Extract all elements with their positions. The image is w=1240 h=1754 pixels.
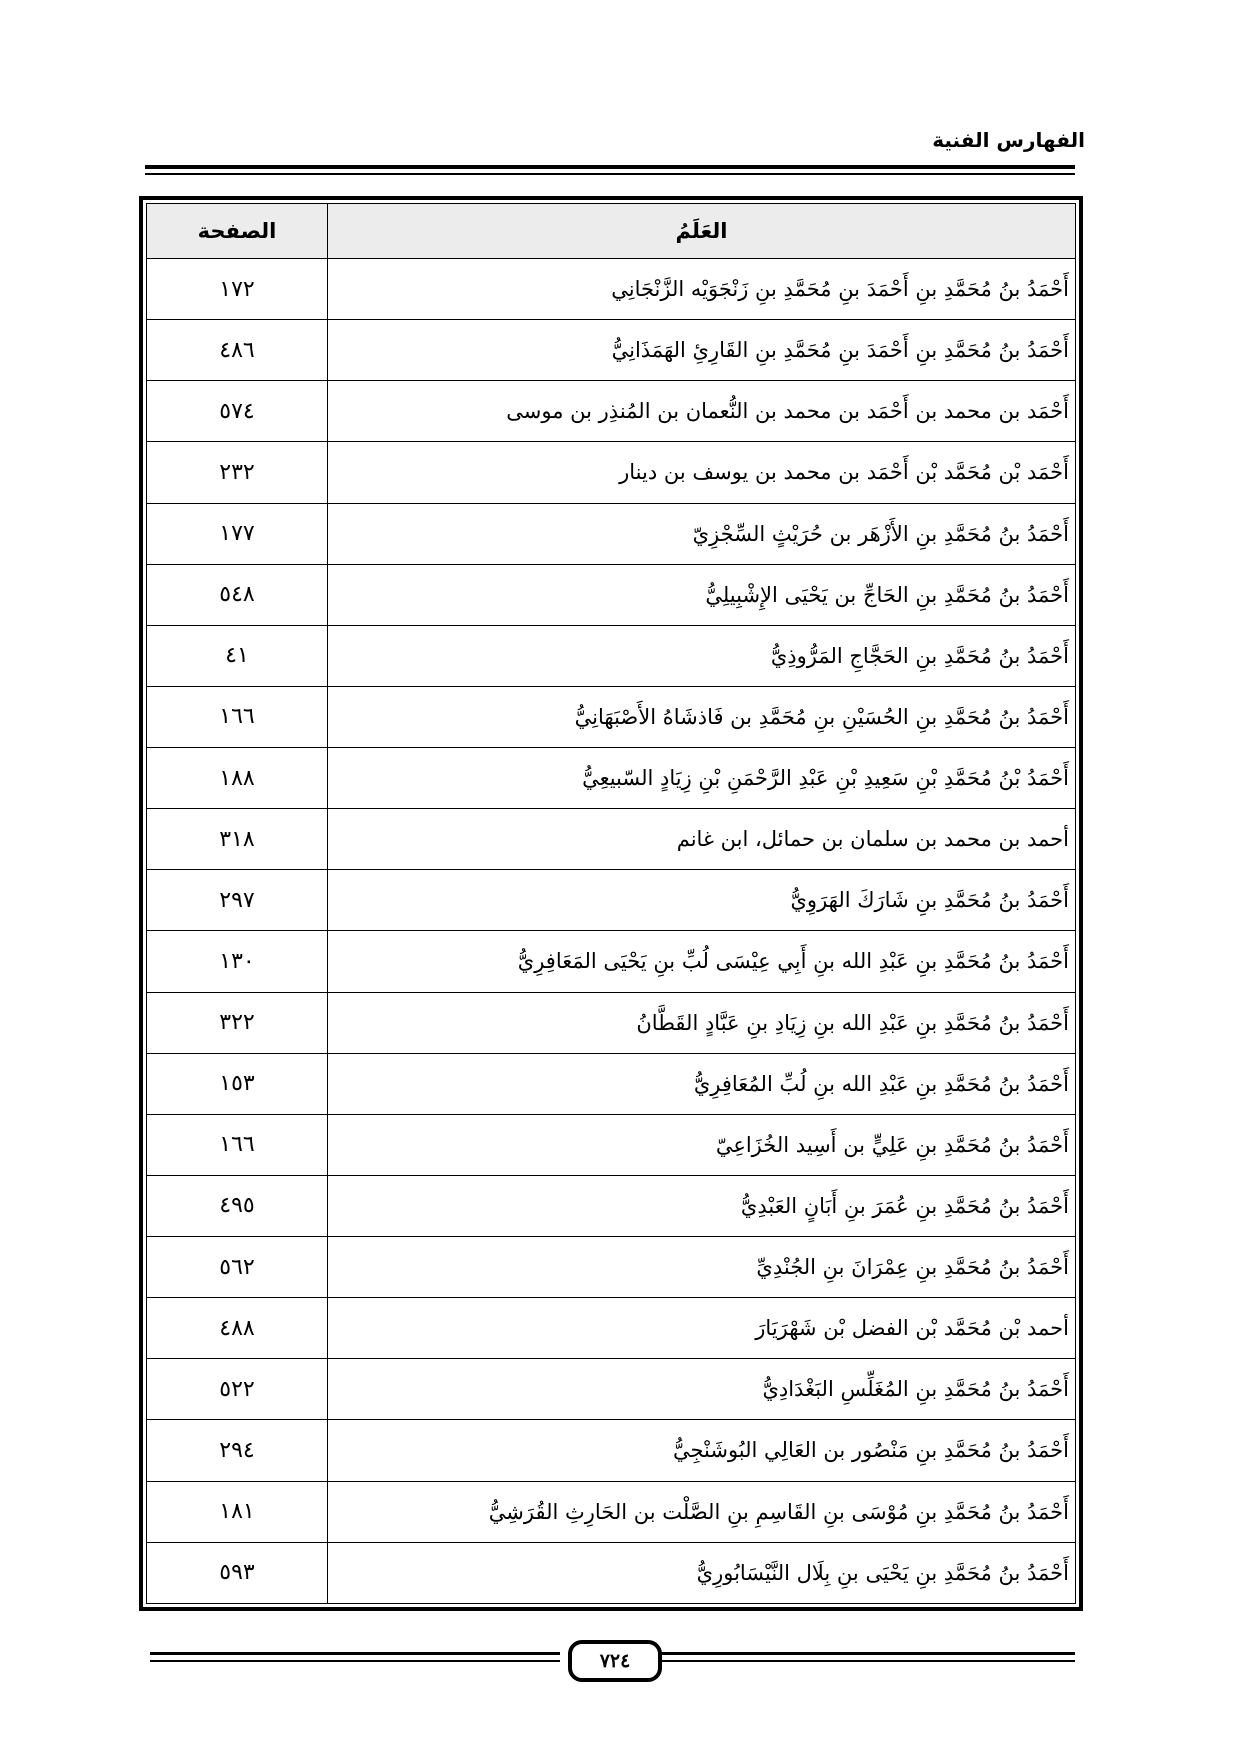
row-name: أَحْمَد بْن مُحَمَّد بْن أَحْمَد بن محمد… [327,441,1076,504]
footer-rule-left [150,1652,560,1662]
table-row: أَحْمَدُ بنُ مُحَمَّدِ بنِ عَبْدِ الله ب… [146,1052,1076,1115]
row-name: أَحْمَدُ بنُ مُحَمَّدِ بنِ المُغَلِّسِ ا… [327,1358,1076,1421]
table-row: أَحْمَدُ بنُ مُحَمَّدِ بنِ مَنْصُور بن ا… [146,1419,1076,1482]
row-page: ١٦٦ [146,1113,328,1176]
row-page: ٥٤٨ [146,563,328,626]
row-page: ١٥٣ [146,1052,328,1115]
table-row: أَحْمَدُ بنُ مُحَمَّدِ بنِ عَبْدِ الله ب… [146,930,1076,993]
row-page: ٤٨٦ [146,319,328,382]
table-row: أَحْمَدُ بنُ مُحَمَّدِ بنِ أَحْمَدَ بنِ … [146,257,1076,321]
row-page: ٤٨٨ [146,1297,328,1360]
table-row: أَحْمَدُ بنُ مُحَمَّدِ بنِ يَحْيَى بنِ ب… [146,1541,1076,1605]
row-page: ١٧٧ [146,502,328,565]
row-page: ٣١٨ [146,808,328,871]
table-row: أَحْمَدُ بنُ مُحَمَّدِ بنِ الحَجَّاجِ ال… [146,624,1076,687]
row-page: ١٣٠ [146,930,328,993]
table-row: أَحْمَدُ بنُ مُحَمَّدِ بنِ عَلِيٍّ بن أَ… [146,1113,1076,1176]
row-page: ٥٢٢ [146,1358,328,1421]
row-page: ٣٢٢ [146,991,328,1054]
index-table-frame: العَلَمُ الصفحة أَحْمَدُ بنُ مُحَمَّدِ ب… [139,196,1083,1611]
header-rule [145,165,1075,175]
table-header-row: العَلَمُ الصفحة [146,203,1076,259]
row-name: أَحْمَدُ بنُ مُحَمَّدِ بنِ الأَزْهَر بن … [327,502,1076,565]
table-row: أَحْمَدُ بنُ مُحَمَّدِ بنِ الحُسَيْنِ بن… [146,685,1076,749]
row-page: ٢٩٤ [146,1419,328,1482]
table-row: أَحْمَدُ بنُ مُحَمَّدِ بنِ عُمَرَ بنِ أَ… [146,1174,1076,1238]
footer-rule-right [660,1652,1075,1662]
table-row: أحمد بْن مُحَمَّد بْن الفضل بْن شَهْرَيَ… [146,1297,1076,1360]
table-row: أَحْمَد بْن مُحَمَّد بْن أَحْمَد بن محمد… [146,441,1076,504]
page-number: ٧٢٤ [568,1640,662,1682]
row-name: أَحْمَدُ بنُ مُحَمَّدِ بنِ أَحْمَدَ بنِ … [327,257,1076,321]
row-name: أَحْمَدُ بْنُ مُحَمَّدِ بْنِ سَعِيدِ بْن… [327,746,1076,810]
row-page: ١٨١ [146,1480,328,1543]
table-row: أَحْمَدُ بنُ مُحَمَّدِ بنِ المُغَلِّسِ ا… [146,1358,1076,1421]
row-page: ١٦٦ [146,685,328,749]
table-row: أَحْمَدُ بنُ مُحَمَّدِ بنِ شَارَكَ الهَر… [146,869,1076,932]
table-row: أَحْمَد بن محمد بن أَحْمَد بن محمد بن ال… [146,380,1076,443]
row-name: أَحْمَدُ بنُ مُحَمَّدِ بنِ عَبْدِ الله ب… [327,991,1076,1054]
header-page: الصفحة [146,203,328,259]
row-page: ١٨٨ [146,746,328,810]
table-row: أحمد بن محمد بن سلمان بن حمائل، ابن غانم… [146,808,1076,871]
index-table: العَلَمُ الصفحة أَحْمَدُ بنُ مُحَمَّدِ ب… [146,203,1076,1605]
table-row: أَحْمَدُ بنُ مُحَمَّدِ بنِ أَحْمَدَ بنِ … [146,319,1076,382]
table-row: أَحْمَدُ بْنُ مُحَمَّدِ بْنِ سَعِيدِ بْن… [146,746,1076,810]
header-name: العَلَمُ [327,203,1076,259]
row-page: ٤١ [146,624,328,687]
row-page: ٥٩٣ [146,1541,328,1605]
row-name: أَحْمَد بن محمد بن أَحْمَد بن محمد بن ال… [327,380,1076,443]
table-row: أَحْمَدُ بنُ مُحَمَّدِ بنِ الأَزْهَر بن … [146,502,1076,565]
row-name: أَحْمَدُ بنُ مُحَمَّدِ بنِ أَحْمَدَ بنِ … [327,319,1076,382]
row-name: أَحْمَدُ بنُ مُحَمَّدِ بنِ يَحْيَى بنِ ب… [327,1541,1076,1605]
table-row: أَحْمَدُ بنُ مُحَمَّدِ بنِ مُوْسَى بنِ ا… [146,1480,1076,1543]
row-name: أَحْمَدُ بنُ مُحَمَّدِ بنِ عَلِيٍّ بن أَ… [327,1113,1076,1176]
row-name: أحمد بْن مُحَمَّد بْن الفضل بْن شَهْرَيَ… [327,1297,1076,1360]
table-row: أَحْمَدُ بنُ مُحَمَّدِ بنِ عَبْدِ الله ب… [146,991,1076,1054]
row-name: أَحْمَدُ بنُ مُحَمَّدِ بنِ الحَجَّاجِ ال… [327,624,1076,687]
row-name: أَحْمَدُ بنُ مُحَمَّدِ بنِ الحُسَيْنِ بن… [327,685,1076,749]
row-page: ٢٣٢ [146,441,328,504]
row-name: أَحْمَدُ بنُ مُحَمَّدِ بنِ عَبْدِ الله ب… [327,930,1076,993]
row-page: ٢٩٧ [146,869,328,932]
row-page: ١٧٢ [146,257,328,321]
row-name: أَحْمَدُ بنُ مُحَمَّدِ بنِ مَنْصُور بن ا… [327,1419,1076,1482]
row-page: ٥٦٢ [146,1235,328,1299]
row-name: أَحْمَدُ بنُ مُحَمَّدِ بنِ عِمْرَانَ بنِ… [327,1235,1076,1299]
table-row: أَحْمَدُ بنُ مُحَمَّدِ بنِ الحَاجِّ بن ي… [146,563,1076,626]
table-row: أَحْمَدُ بنُ مُحَمَّدِ بنِ عِمْرَانَ بنِ… [146,1235,1076,1299]
row-name: أَحْمَدُ بنُ مُحَمَّدِ بنِ الحَاجِّ بن ي… [327,563,1076,626]
row-name: أحمد بن محمد بن سلمان بن حمائل، ابن غانم [327,808,1076,871]
row-name: أَحْمَدُ بنُ مُحَمَّدِ بنِ عَبْدِ الله ب… [327,1052,1076,1115]
row-page: ٥٧٤ [146,380,328,443]
running-head: الفهارس الفنية [932,128,1085,152]
row-name: أَحْمَدُ بنُ مُحَمَّدِ بنِ عُمَرَ بنِ أَ… [327,1174,1076,1238]
row-name: أَحْمَدُ بنُ مُحَمَّدِ بنِ مُوْسَى بنِ ا… [327,1480,1076,1543]
row-page: ٤٩٥ [146,1174,328,1238]
row-name: أَحْمَدُ بنُ مُحَمَّدِ بنِ شَارَكَ الهَر… [327,869,1076,932]
